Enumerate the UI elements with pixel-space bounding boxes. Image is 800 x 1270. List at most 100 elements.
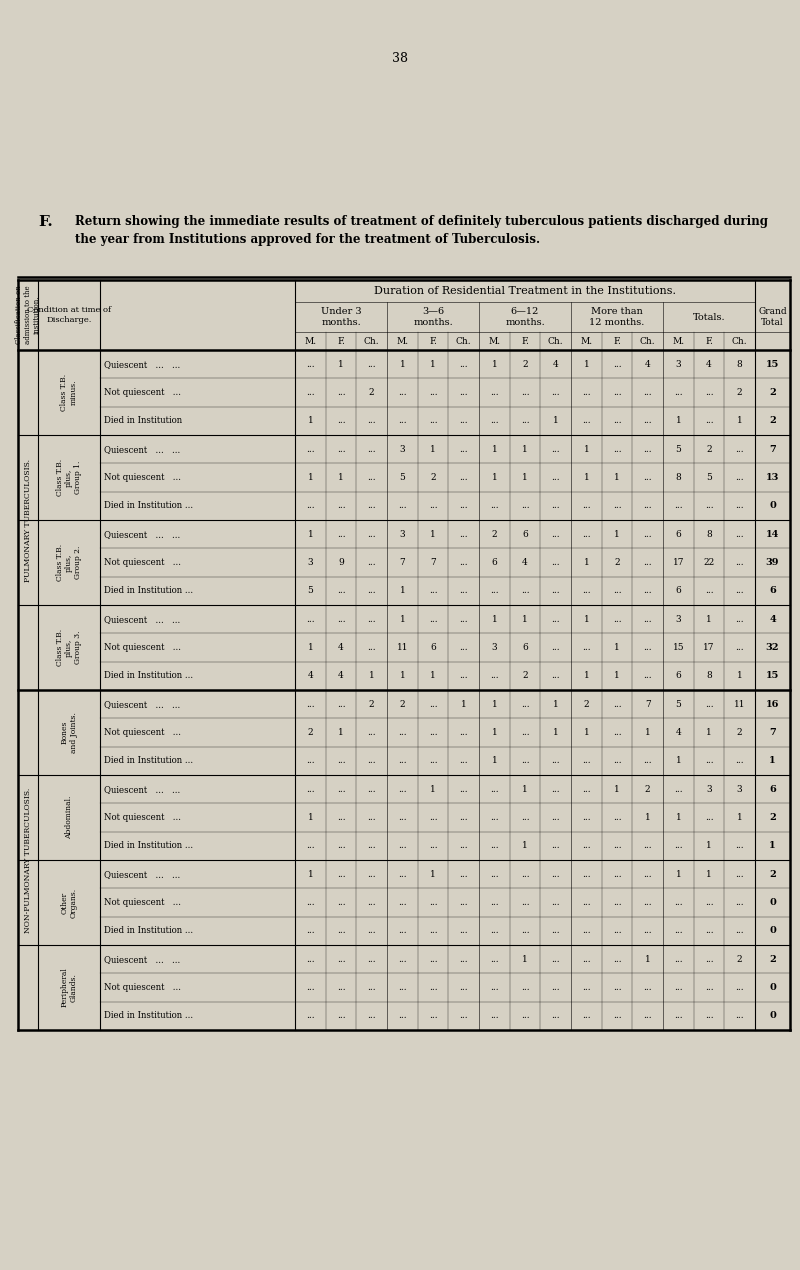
Text: ...: ...: [551, 983, 560, 992]
Text: 5: 5: [675, 700, 682, 709]
Text: ...: ...: [490, 389, 498, 398]
Text: Died in Institution ...: Died in Institution ...: [104, 841, 193, 851]
Text: ...: ...: [367, 444, 376, 453]
Text: 1: 1: [583, 444, 590, 453]
Text: ...: ...: [398, 870, 406, 879]
Text: 1: 1: [369, 672, 374, 681]
Text: 5: 5: [675, 444, 682, 453]
Text: ...: ...: [337, 757, 346, 766]
Text: Not quiescent   ...: Not quiescent ...: [104, 472, 181, 483]
Text: ...: ...: [705, 898, 714, 907]
Text: Class T.B.
plus,
Group 3.: Class T.B. plus, Group 3.: [56, 629, 82, 665]
Text: Bones
and Joints.: Bones and Joints.: [61, 712, 78, 753]
Text: ...: ...: [521, 983, 530, 992]
Text: 14: 14: [766, 530, 779, 538]
Text: ...: ...: [429, 587, 438, 596]
Text: ...: ...: [337, 444, 346, 453]
Text: 13: 13: [766, 472, 779, 483]
Text: ...: ...: [367, 359, 376, 368]
Text: 1: 1: [614, 785, 620, 794]
Text: ...: ...: [705, 700, 714, 709]
Text: 8: 8: [706, 672, 712, 681]
Text: ...: ...: [429, 1011, 438, 1020]
Text: ...: ...: [367, 785, 376, 794]
Text: 7: 7: [769, 444, 776, 453]
Text: ...: ...: [490, 417, 498, 425]
Text: ...: ...: [459, 1011, 468, 1020]
Text: ...: ...: [643, 615, 652, 624]
Text: Duration of Residential Treatment in the Institutions.: Duration of Residential Treatment in the…: [374, 286, 676, 296]
Text: ...: ...: [735, 757, 744, 766]
Text: ...: ...: [735, 615, 744, 624]
Text: Grand
Total: Grand Total: [758, 307, 787, 326]
Text: ...: ...: [429, 898, 438, 907]
Text: 1: 1: [491, 444, 498, 453]
Text: 2: 2: [645, 785, 650, 794]
Text: ...: ...: [582, 898, 590, 907]
Text: F.: F.: [521, 337, 529, 345]
Text: ...: ...: [337, 1011, 346, 1020]
Text: ...: ...: [551, 502, 560, 511]
Text: ...: ...: [490, 672, 498, 681]
Text: 1: 1: [338, 728, 344, 737]
Text: Not quiescent   ...: Not quiescent ...: [104, 983, 181, 992]
Text: ...: ...: [551, 389, 560, 398]
Text: ...: ...: [613, 898, 622, 907]
Text: ...: ...: [398, 841, 406, 851]
Text: 2: 2: [307, 728, 313, 737]
Text: ...: ...: [459, 672, 468, 681]
Text: ...: ...: [490, 983, 498, 992]
Text: ...: ...: [643, 841, 652, 851]
Text: ...: ...: [459, 926, 468, 935]
Text: ...: ...: [337, 700, 346, 709]
Text: 6: 6: [522, 643, 528, 652]
Text: 3: 3: [675, 359, 681, 368]
Text: 1: 1: [522, 785, 528, 794]
Text: 15: 15: [673, 643, 684, 652]
Text: ...: ...: [337, 502, 346, 511]
Text: ...: ...: [643, 643, 652, 652]
Text: ...: ...: [398, 757, 406, 766]
Text: 15: 15: [766, 359, 779, 368]
Text: ...: ...: [337, 898, 346, 907]
Text: ...: ...: [613, 389, 622, 398]
Text: 1: 1: [307, 870, 314, 879]
Text: ...: ...: [490, 926, 498, 935]
Text: 3: 3: [307, 558, 313, 566]
Text: ...: ...: [551, 672, 560, 681]
Text: ...: ...: [398, 728, 406, 737]
Text: ...: ...: [398, 983, 406, 992]
Text: ...: ...: [674, 389, 682, 398]
Text: 1: 1: [430, 530, 436, 538]
Text: Ch.: Ch.: [732, 337, 747, 345]
Text: F.: F.: [429, 337, 437, 345]
Text: 17: 17: [673, 558, 684, 566]
Text: PULMONARY TUBERCULOSIS.: PULMONARY TUBERCULOSIS.: [24, 458, 32, 582]
Text: ...: ...: [429, 728, 438, 737]
Text: ...: ...: [613, 417, 622, 425]
Text: ...: ...: [551, 530, 560, 538]
Text: ...: ...: [551, 1011, 560, 1020]
Text: ...: ...: [674, 502, 682, 511]
Text: M.: M.: [580, 337, 592, 345]
Text: Class T.B.
plus,
Group 1.: Class T.B. plus, Group 1.: [56, 458, 82, 497]
Text: 1: 1: [307, 417, 314, 425]
Text: Died in Institution ...: Died in Institution ...: [104, 587, 193, 596]
Text: ...: ...: [582, 983, 590, 992]
Text: ...: ...: [613, 359, 622, 368]
Text: Not quiescent   ...: Not quiescent ...: [104, 643, 181, 652]
Text: ...: ...: [337, 417, 346, 425]
Text: ...: ...: [613, 502, 622, 511]
Text: Quiescent   ...   ...: Quiescent ... ...: [104, 785, 180, 794]
Text: 2: 2: [769, 389, 776, 398]
Text: ...: ...: [367, 983, 376, 992]
Text: ...: ...: [459, 389, 468, 398]
Text: ...: ...: [735, 841, 744, 851]
Text: ...: ...: [582, 841, 590, 851]
Text: 1: 1: [307, 530, 314, 538]
Text: ...: ...: [613, 870, 622, 879]
Text: M.: M.: [396, 337, 408, 345]
Text: 3: 3: [399, 444, 405, 453]
Text: ...: ...: [367, 757, 376, 766]
Text: ...: ...: [459, 983, 468, 992]
